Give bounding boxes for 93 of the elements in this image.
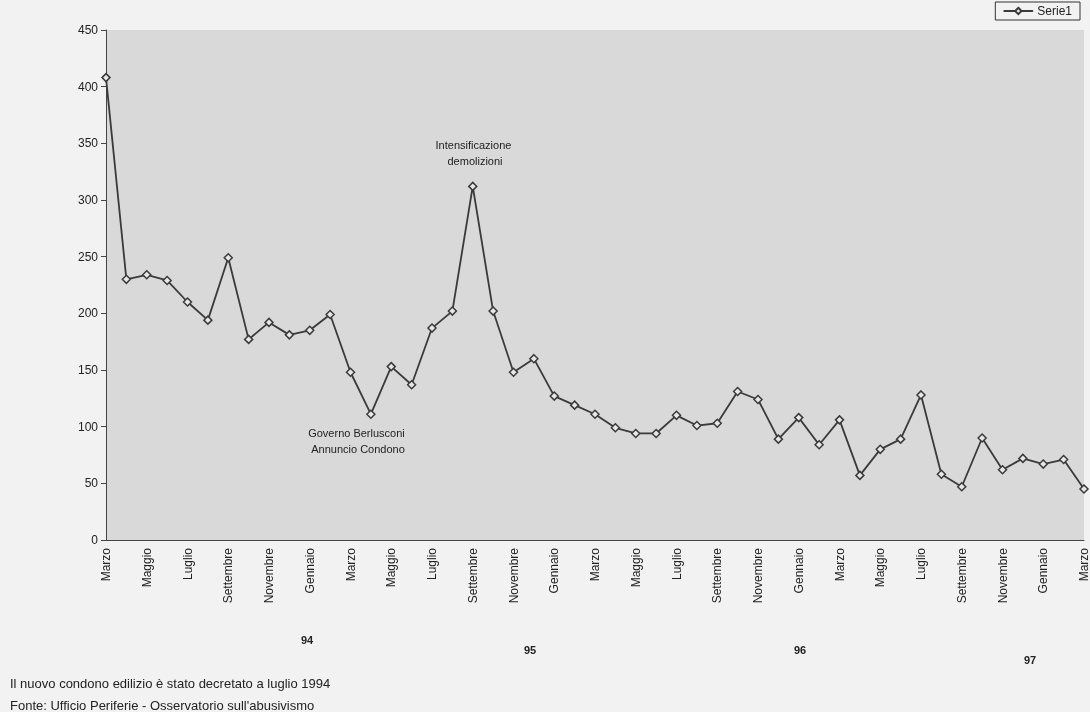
- x-tick-label: Marzo: [1077, 547, 1090, 582]
- x-tick-label: Maggio: [139, 547, 154, 588]
- point: [610, 423, 621, 433]
- point: [142, 270, 152, 280]
- point: [1018, 453, 1028, 464]
- point: [488, 306, 498, 316]
- text: 96: [793, 644, 807, 656]
- point: [875, 444, 885, 455]
- point: [1058, 454, 1069, 465]
- y-tick-label: 300: [77, 193, 99, 207]
- x-tick-label: Maggio: [384, 547, 399, 588]
- point: [366, 409, 376, 419]
- text: 97: [1023, 654, 1037, 666]
- x-tick-label: Luglio: [914, 547, 928, 581]
- point: [529, 353, 539, 364]
- point: [631, 428, 641, 439]
- point: [203, 315, 213, 325]
- x-tick-label: Settembre: [465, 547, 480, 604]
- text: 95: [523, 644, 537, 656]
- point: [834, 415, 845, 425]
- x-tick-label: Settembre: [954, 547, 969, 604]
- point: [264, 317, 274, 328]
- x-tick-label: Novembre: [262, 547, 276, 604]
- y-tick-label: 450: [77, 23, 99, 37]
- y-tick-label: 200: [77, 306, 99, 321]
- x-tick-label: Marzo: [832, 547, 847, 582]
- point: [732, 386, 743, 397]
- x-tick-label: Maggio: [628, 547, 643, 588]
- y-tick-label: 250: [77, 249, 99, 264]
- annotation: Intensificazione demolizioni: [435, 139, 515, 167]
- x-tick-label: Luglio: [180, 547, 195, 581]
- x-tick-label: Maggio: [873, 547, 888, 588]
- point: [814, 440, 824, 450]
- point: [162, 275, 172, 286]
- point: [569, 400, 580, 410]
- point: [386, 361, 396, 372]
- point: [447, 306, 458, 316]
- x-tick-label: Novembre: [506, 547, 521, 604]
- point: [977, 433, 987, 443]
- point: [427, 323, 437, 333]
- x-tick-label: Novembre: [751, 547, 765, 604]
- point: [243, 334, 254, 345]
- point: [753, 394, 763, 405]
- x-tick-label: Settembre: [710, 547, 725, 604]
- point: [712, 418, 722, 429]
- x-tick-label: Marzo: [343, 547, 358, 582]
- x-tick-label: Novembre: [995, 547, 1010, 604]
- point: [508, 367, 519, 378]
- point: [1079, 484, 1089, 494]
- point: [590, 409, 600, 419]
- point: [1038, 459, 1048, 469]
- point: [895, 434, 906, 444]
- point: [345, 367, 356, 378]
- text: Il nuovo condono edilizio è stato decretato a luglio 1994: [10, 675, 331, 691]
- point: [651, 428, 661, 439]
- source-note: Fonte: Ufficio Periferie - Osservatorio sull'abusivismo: [10, 697, 315, 712]
- x-tick-label: Gennaio: [547, 547, 562, 594]
- point: [936, 469, 947, 480]
- y-tick-label: 350: [77, 136, 99, 151]
- point: [223, 253, 233, 263]
- y-tick-label: 400: [77, 79, 99, 94]
- point: [121, 274, 132, 285]
- point: [692, 420, 702, 431]
- point: [101, 72, 111, 83]
- point: [671, 410, 682, 421]
- point: [325, 309, 335, 320]
- point: [406, 379, 417, 390]
- y-tick-label: 150: [77, 363, 99, 377]
- legend-label: Serie1: [1037, 4, 1073, 18]
- point: [794, 412, 804, 423]
- x-tick-label: Gennaio: [1036, 547, 1051, 594]
- point: [855, 470, 865, 481]
- text: 94: [300, 634, 314, 646]
- point: [549, 391, 559, 401]
- x-tick-label: Luglio: [669, 547, 684, 581]
- point: [957, 481, 967, 492]
- x-tick-label: Gennaio: [791, 547, 806, 594]
- annotation: Governo Berlusconi Annuncio Condono: [308, 427, 408, 455]
- point: [468, 181, 478, 192]
- point: [916, 390, 926, 400]
- point: [773, 434, 784, 444]
- x-tick-label: Settembre: [221, 547, 236, 604]
- point: [305, 325, 315, 336]
- y-tick-label: 50: [84, 476, 99, 491]
- x-tick-label: Luglio: [425, 547, 439, 581]
- x-tick-label: Gennaio: [302, 547, 317, 594]
- x-tick-label: Marzo: [99, 547, 113, 582]
- point: [182, 297, 193, 307]
- x-tick-label: Marzo: [588, 547, 602, 582]
- y-tick-label: 100: [77, 419, 99, 434]
- y-tick-label: 0: [91, 533, 99, 547]
- point: [284, 330, 295, 340]
- point: [997, 464, 1008, 475]
